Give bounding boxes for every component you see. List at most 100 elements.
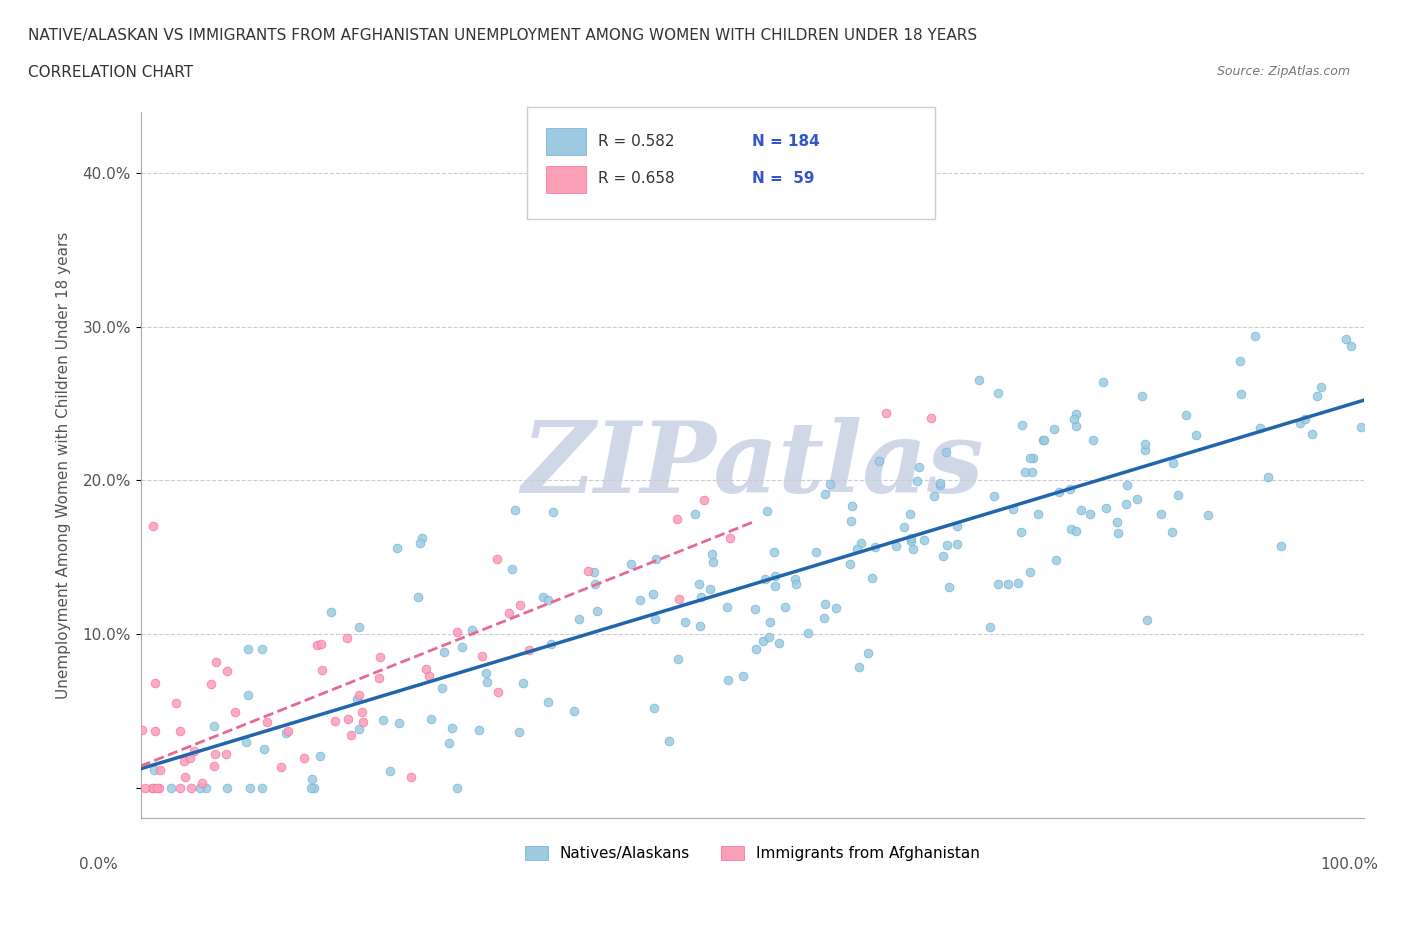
Natives/Alaskans [446,780,468,795]
Natives/Alaskans [763,578,786,593]
Natives/Alaskans [1243,328,1265,343]
Natives/Alaskans [849,536,872,551]
Immigrants from Afghanistan [142,519,165,534]
Immigrants from Afghanistan [311,662,333,677]
Natives/Alaskans [1350,419,1372,434]
Text: Source: ZipAtlas.com: Source: ZipAtlas.com [1216,65,1350,78]
Immigrants from Afghanistan [509,597,531,612]
Natives/Alaskans [235,735,257,750]
Immigrants from Afghanistan [292,751,315,765]
Natives/Alaskans [1049,485,1071,499]
Immigrants from Afghanistan [165,696,187,711]
Natives/Alaskans [1070,503,1092,518]
Natives/Alaskans [863,540,886,555]
Natives/Alaskans [928,478,950,493]
Natives/Alaskans [503,502,526,517]
Immigrants from Afghanistan [180,780,202,795]
Natives/Alaskans [683,506,706,521]
Natives/Alaskans [643,701,665,716]
Natives/Alaskans [1116,478,1139,493]
Natives/Alaskans [901,542,924,557]
Natives/Alaskans [562,704,585,719]
Natives/Alaskans [868,454,890,469]
Natives/Alaskans [1105,514,1128,529]
Natives/Alaskans [699,581,721,596]
Natives/Alaskans [406,590,429,604]
Natives/Alaskans [754,572,776,587]
Immigrants from Afghanistan [720,530,742,545]
Natives/Alaskans [1229,353,1251,368]
Immigrants from Afghanistan [323,713,346,728]
Natives/Alaskans [536,695,558,710]
Natives/Alaskans [531,590,554,604]
Immigrants from Afghanistan [693,493,716,508]
Natives/Alaskans [983,488,1005,503]
Natives/Alaskans [160,780,183,795]
Natives/Alaskans [1032,432,1054,447]
Natives/Alaskans [371,713,394,728]
Natives/Alaskans [762,545,785,560]
Natives/Alaskans [856,645,879,660]
Natives/Alaskans [1045,552,1067,567]
Natives/Alaskans [702,554,724,569]
Immigrants from Afghanistan [370,649,392,664]
Immigrants from Afghanistan [146,780,169,795]
Immigrants from Afghanistan [350,705,373,720]
Text: 0.0%: 0.0% [79,857,118,872]
Natives/Alaskans [467,723,489,737]
Natives/Alaskans [884,538,907,553]
Immigrants from Afghanistan [217,664,239,679]
Natives/Alaskans [274,725,297,740]
Natives/Alaskans [451,639,474,654]
Natives/Alaskans [979,619,1001,634]
Natives/Alaskans [804,544,827,559]
Immigrants from Afghanistan [367,671,389,685]
Natives/Alaskans [768,635,790,650]
Natives/Alaskans [420,711,443,726]
Natives/Alaskans [908,459,931,474]
Immigrants from Afghanistan [148,780,170,795]
Immigrants from Afghanistan [215,746,238,761]
Immigrants from Afghanistan [309,636,332,651]
Natives/Alaskans [932,548,955,563]
Natives/Alaskans [785,577,807,591]
Natives/Alaskans [752,634,775,649]
Natives/Alaskans [645,551,668,566]
Immigrants from Afghanistan [277,724,299,738]
Natives/Alaskans [1064,406,1087,421]
Immigrants from Afghanistan [920,411,942,426]
Natives/Alaskans [1022,450,1045,465]
Natives/Alaskans [194,780,217,795]
Text: R = 0.658: R = 0.658 [598,171,673,186]
Natives/Alaskans [583,577,606,591]
Natives/Alaskans [658,733,681,748]
Natives/Alaskans [1125,492,1147,507]
Natives/Alaskans [763,568,786,583]
Immigrants from Afghanistan [149,763,172,777]
Immigrants from Afghanistan [204,655,226,670]
Natives/Alaskans [1064,524,1087,538]
Natives/Alaskans [304,780,326,795]
Natives/Alaskans [666,652,689,667]
Natives/Alaskans [1059,481,1081,496]
Immigrants from Afghanistan [142,780,165,795]
Immigrants from Afghanistan [183,743,205,758]
Natives/Alaskans [759,615,782,630]
Natives/Alaskans [755,503,778,518]
Natives/Alaskans [620,556,643,571]
Natives/Alaskans [1197,508,1219,523]
Natives/Alaskans [582,565,605,579]
Immigrants from Afghanistan [471,649,494,664]
Y-axis label: Unemployment Among Women with Children Under 18 years: Unemployment Among Women with Children U… [56,232,72,698]
Immigrants from Afghanistan [576,565,599,579]
Immigrants from Afghanistan [190,776,212,790]
Natives/Alaskans [716,599,738,614]
Natives/Alaskans [1078,506,1101,521]
Immigrants from Afghanistan [143,675,166,690]
Immigrants from Afghanistan [169,724,191,738]
Natives/Alaskans [1306,389,1329,404]
Natives/Alaskans [934,445,956,459]
Natives/Alaskans [839,513,862,528]
Natives/Alaskans [250,642,273,657]
Natives/Alaskans [773,600,796,615]
